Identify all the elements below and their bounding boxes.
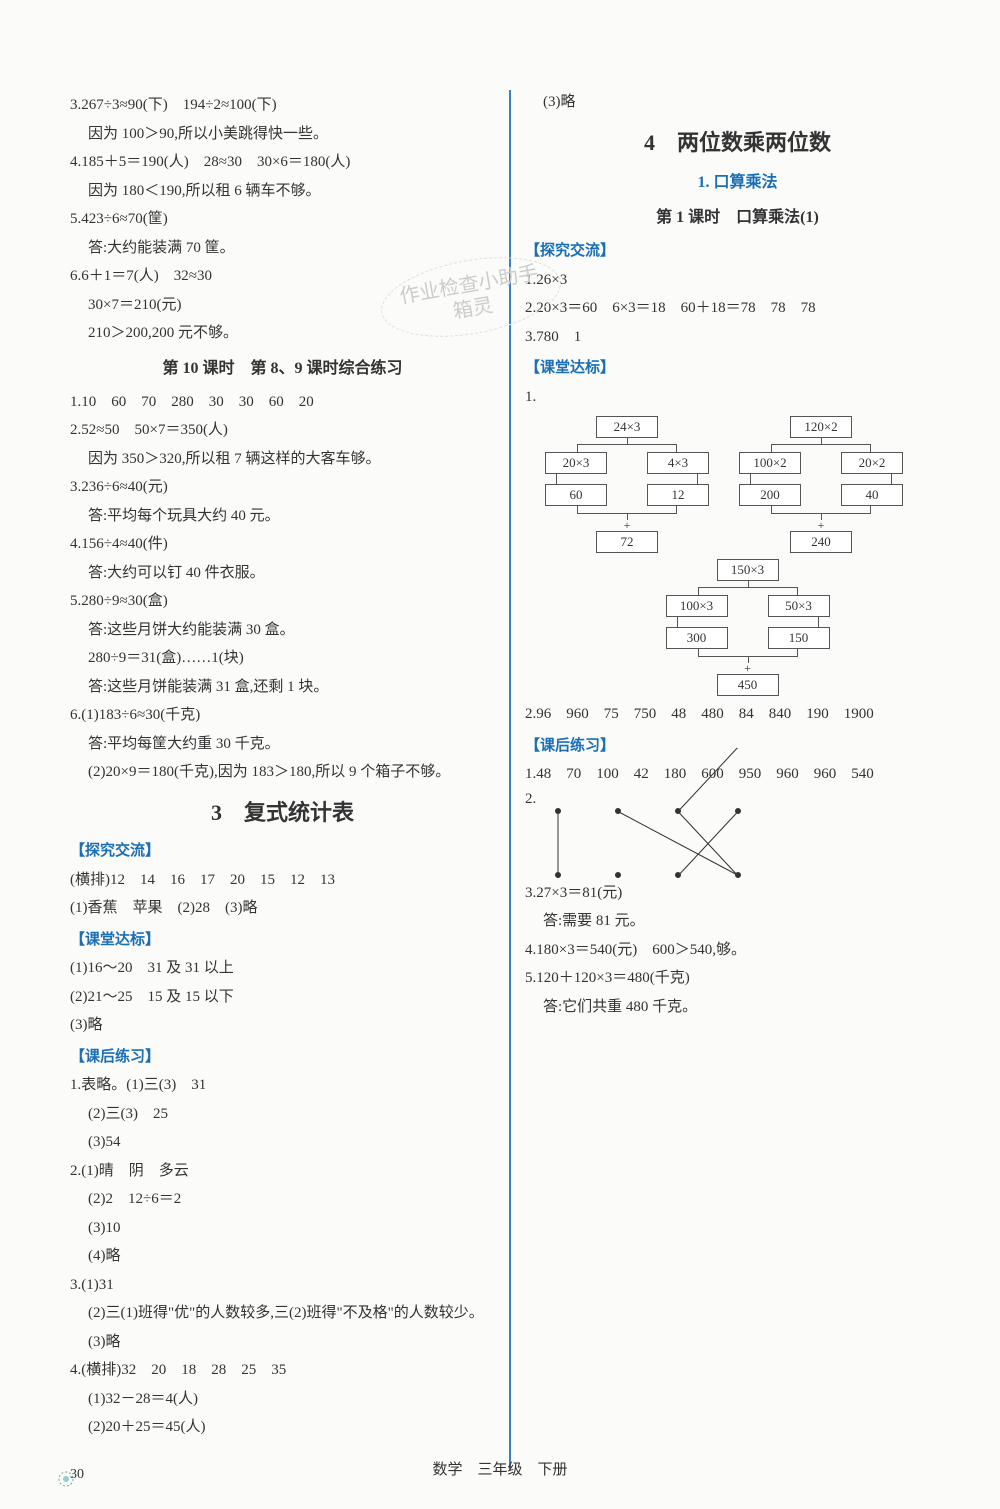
line: 3.267÷3≈90(下) 194÷2≈100(下) <box>70 93 495 119</box>
line: (1)香蕉 苹果 (2)28 (3)略 <box>70 896 495 922</box>
line: 4.180×3＝540(元) 600＞540,够。 <box>525 938 950 964</box>
line: 1.48 70 100 42 180 600 950 960 960 540 <box>525 762 950 788</box>
line: 1.10 60 70 280 30 30 60 20 <box>70 390 495 416</box>
mult-tree-3: 150×3 100×3 50×3 300 150 + 450 <box>545 559 950 696</box>
line: (2)20×9＝180(千克),因为 183＞180,所以 9 个箱子不够。 <box>70 760 495 786</box>
page-number: 30 <box>70 1467 84 1483</box>
line: 1.表略。(1)三(3) 31 <box>70 1073 495 1099</box>
line: (3)略 <box>70 1330 495 1356</box>
line: (2)20＋25＝45(人) <box>70 1415 495 1441</box>
line: (3)10 <box>70 1216 495 1242</box>
line: 4.156÷4≈40(件) <box>70 532 495 558</box>
problem-number: 2. <box>525 791 536 807</box>
tree-right-val: 40 <box>841 484 903 506</box>
line: 5.280÷9≈30(盒) <box>70 589 495 615</box>
tree-sum: 450 <box>717 674 779 696</box>
line: (3)略 <box>70 1013 495 1039</box>
section-label-afterclass: 【课后练习】 <box>70 1045 495 1071</box>
line: 答:大约能装满 70 筐。 <box>70 236 495 262</box>
line: 3.780 1 <box>525 325 950 351</box>
section-label-explore: 【探究交流】 <box>525 239 950 265</box>
tree-top: 150×3 <box>717 559 779 581</box>
tree-top: 120×2 <box>790 416 852 438</box>
tree-sum: 72 <box>596 531 658 553</box>
section-label-classroom: 【课堂达标】 <box>70 928 495 954</box>
tree-left-val: 60 <box>545 484 607 506</box>
line: 4.185＋5＝190(人) 28≈30 30×6＝180(人) <box>70 150 495 176</box>
tree-sum: 240 <box>790 531 852 553</box>
tree-right-val: 12 <box>647 484 709 506</box>
line: 5.423÷6≈70(筐) <box>70 207 495 233</box>
line: 因为 180＜190,所以租 6 辆车不够。 <box>70 179 495 205</box>
heading-lesson10: 第 10 课时 第 8、9 课时综合练习 <box>70 355 495 382</box>
line: 答:平均每筐大约重 30 千克。 <box>70 732 495 758</box>
line: 3.27×3＝81(元) <box>525 881 950 907</box>
line: 3.236÷6≈40(元) <box>70 475 495 501</box>
line: 280÷9＝31(盒)……1(块) <box>70 646 495 672</box>
matching-diagram <box>545 808 745 878</box>
line: 5.120＋120×3＝480(千克) <box>525 966 950 992</box>
heading-unit3: 3 复式统计表 <box>70 794 495 831</box>
section-label-explore: 【探究交流】 <box>70 839 495 865</box>
line: 答:这些月饼大约能装满 30 盒。 <box>70 618 495 644</box>
line: 因为 100＞90,所以小美跳得快一些。 <box>70 122 495 148</box>
mult-tree-1: 24×3 20×3 4×3 60 12 + 72 <box>545 416 709 553</box>
tree-right-val: 150 <box>768 627 830 649</box>
mult-tree-2: 120×2 100×2 20×2 200 40 + 240 <box>739 416 903 553</box>
line: 答:大约可以钉 40 件衣服。 <box>70 561 495 587</box>
line: 1. <box>525 385 950 411</box>
line: 2.(1)晴 阴 多云 <box>70 1159 495 1185</box>
line: (1)16～20 31 及 31 以上 <box>70 956 495 982</box>
tree-top: 24×3 <box>596 416 658 438</box>
line: 1.26×3 <box>525 268 950 294</box>
page-footer: 数学 三年级 下册 <box>0 1458 1000 1479</box>
line: 因为 350＞320,所以租 7 辆这样的大客车够。 <box>70 447 495 473</box>
tree-left: 20×3 <box>545 452 607 474</box>
mult-tree-row2: 150×3 100×3 50×3 300 150 + 450 <box>545 559 950 696</box>
heading-unit4-lesson: 第 1 课时 口算乘法(1) <box>525 204 950 231</box>
tree-right: 50×3 <box>768 595 830 617</box>
line: 3.(1)31 <box>70 1273 495 1299</box>
line: 答:它们共重 480 千克。 <box>525 995 950 1021</box>
tree-left-val: 300 <box>666 627 728 649</box>
tree-right: 20×2 <box>841 452 903 474</box>
line: 2.52≈50 50×7＝350(人) <box>70 418 495 444</box>
matching-problem: 2. <box>525 791 950 878</box>
mult-tree-row1: 24×3 20×3 4×3 60 12 + 72 120×2 <box>545 416 950 553</box>
heading-unit4: 4 两位数乘两位数 <box>525 124 950 161</box>
line: (4)略 <box>70 1244 495 1270</box>
line: (3)略 <box>525 90 950 116</box>
tree-left-val: 200 <box>739 484 801 506</box>
line: (横排)12 14 16 17 20 15 12 13 <box>70 868 495 894</box>
heading-unit4-sub: 1. 口算乘法 <box>525 169 950 196</box>
section-label-classroom: 【课堂达标】 <box>525 356 950 382</box>
line: (2)2 12÷6＝2 <box>70 1187 495 1213</box>
section-label-afterclass: 【课后练习】 <box>525 734 950 760</box>
page: 作业检查小助手 箱灵 3.267÷3≈90(下) 194÷2≈100(下) 因为… <box>0 0 1000 1509</box>
line: 答:平均每个玩具大约 40 元。 <box>70 504 495 530</box>
line: 答:需要 81 元。 <box>525 909 950 935</box>
line: (1)32－28＝4(人) <box>70 1387 495 1413</box>
line: (3)54 <box>70 1130 495 1156</box>
line: (2)三(3) 25 <box>70 1102 495 1128</box>
line: (2)21～25 15 及 15 以下 <box>70 985 495 1011</box>
line: 答:这些月饼能装满 31 盒,还剩 1 块。 <box>70 675 495 701</box>
line: 2.96 960 75 750 48 480 84 840 190 1900 <box>525 702 950 728</box>
line: 4.(横排)32 20 18 28 25 35 <box>70 1358 495 1384</box>
line: 2.20×3＝60 6×3＝18 60＋18＝78 78 78 <box>525 296 950 322</box>
tree-left: 100×3 <box>666 595 728 617</box>
tree-left: 100×2 <box>739 452 801 474</box>
tree-right: 4×3 <box>647 452 709 474</box>
line: 6.(1)183÷6≈30(千克) <box>70 703 495 729</box>
line: (2)三(1)班得"优"的人数较多,三(2)班得"不及格"的人数较少。 <box>70 1301 495 1327</box>
